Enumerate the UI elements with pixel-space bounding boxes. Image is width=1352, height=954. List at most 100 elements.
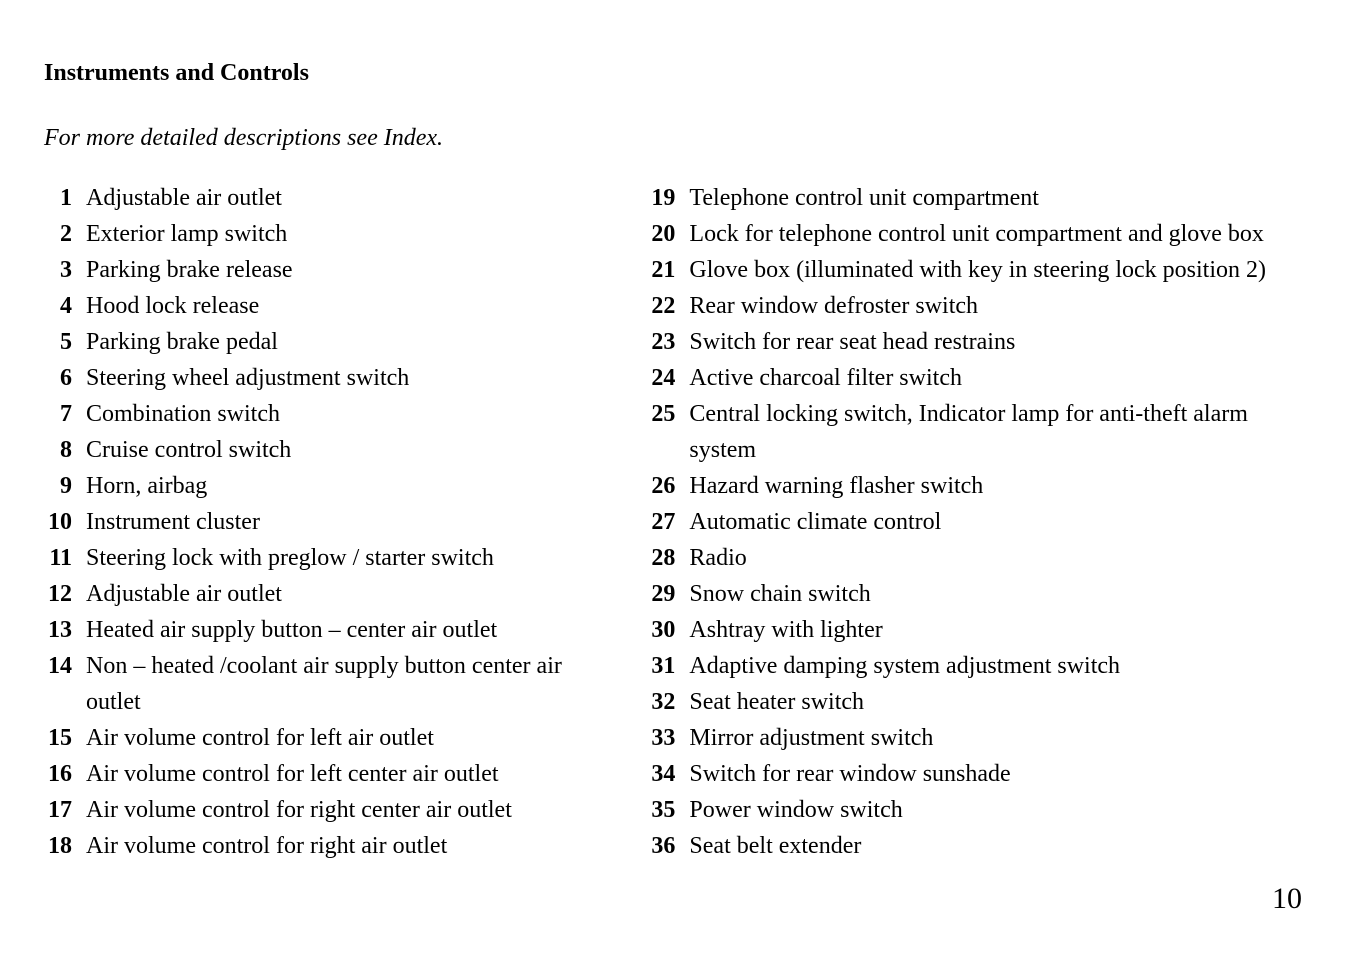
item-label: Switch for rear window sunshade <box>689 756 1010 792</box>
list-item: 19Telephone control unit compartment <box>647 180 1308 216</box>
right-column: 19Telephone control unit compartment20Lo… <box>647 180 1308 864</box>
list-item: 20Lock for telephone control unit compar… <box>647 216 1308 252</box>
item-number: 31 <box>647 648 689 684</box>
list-item: 28Radio <box>647 540 1308 576</box>
item-label: Air volume control for right air outlet <box>86 828 447 864</box>
item-label: Snow chain switch <box>689 576 870 612</box>
list-item: 3Parking brake release <box>44 252 607 288</box>
item-label: Seat heater switch <box>689 684 864 720</box>
item-number: 29 <box>647 576 689 612</box>
item-number: 8 <box>44 432 86 468</box>
item-number: 23 <box>647 324 689 360</box>
list-item: 11Steering lock with preglow / starter s… <box>44 540 607 576</box>
item-number: 16 <box>44 756 86 792</box>
item-label: Mirror adjustment switch <box>689 720 933 756</box>
list-item: 7Combination switch <box>44 396 607 432</box>
item-number: 7 <box>44 396 86 432</box>
left-column: 1Adjustable air outlet2Exterior lamp swi… <box>44 180 607 864</box>
item-label: Air volume control for left air outlet <box>86 720 434 756</box>
item-label: Steering wheel adjustment switch <box>86 360 409 396</box>
list-item: 4Hood lock release <box>44 288 607 324</box>
item-number: 36 <box>647 828 689 864</box>
item-label: Exterior lamp switch <box>86 216 287 252</box>
list-item: 23Switch for rear seat head restrains <box>647 324 1308 360</box>
item-label: Switch for rear seat head restrains <box>689 324 1015 360</box>
list-item: 5Parking brake pedal <box>44 324 607 360</box>
item-label: Horn, airbag <box>86 468 207 504</box>
item-number: 4 <box>44 288 86 324</box>
item-number: 21 <box>647 252 689 288</box>
item-label: Telephone control unit compartment <box>689 180 1039 216</box>
item-number: 14 <box>44 648 86 684</box>
page-number: 10 <box>1272 882 1302 916</box>
list-item: 6Steering wheel adjustment switch <box>44 360 607 396</box>
list-item: 32Seat heater switch <box>647 684 1308 720</box>
item-number: 12 <box>44 576 86 612</box>
item-number: 1 <box>44 180 86 216</box>
item-number: 18 <box>44 828 86 864</box>
list-item: 30Ashtray with lighter <box>647 612 1308 648</box>
item-label: Hazard warning flasher switch <box>689 468 983 504</box>
list-item: 36Seat belt extender <box>647 828 1308 864</box>
item-number: 6 <box>44 360 86 396</box>
item-label: Combination switch <box>86 396 280 432</box>
item-number: 19 <box>647 180 689 216</box>
item-label: Adjustable air outlet <box>86 576 282 612</box>
item-label: Steering lock with preglow / starter swi… <box>86 540 494 576</box>
item-label: Ashtray with lighter <box>689 612 882 648</box>
item-number: 27 <box>647 504 689 540</box>
item-label: Adjustable air outlet <box>86 180 282 216</box>
item-label: Cruise control switch <box>86 432 291 468</box>
item-number: 17 <box>44 792 86 828</box>
page-subtitle: For more detailed descriptions see Index… <box>44 125 1308 152</box>
list-item: 25Central locking switch, Indicator lamp… <box>647 396 1308 468</box>
item-number: 33 <box>647 720 689 756</box>
item-number: 35 <box>647 792 689 828</box>
item-label: Instrument cluster <box>86 504 260 540</box>
item-label: Adaptive damping system adjustment switc… <box>689 648 1120 684</box>
list-item: 1Adjustable air outlet <box>44 180 607 216</box>
item-label: Non – heated /coolant air supply button … <box>86 648 607 720</box>
item-label: Parking brake release <box>86 252 293 288</box>
list-item: 26Hazard warning flasher switch <box>647 468 1308 504</box>
list-item: 35Power window switch <box>647 792 1308 828</box>
item-label: Parking brake pedal <box>86 324 278 360</box>
item-number: 28 <box>647 540 689 576</box>
item-label: Power window switch <box>689 792 902 828</box>
list-item: 10Instrument cluster <box>44 504 607 540</box>
list-item: 22Rear window defroster switch <box>647 288 1308 324</box>
list-item: 27Automatic climate control <box>647 504 1308 540</box>
item-label: Seat belt extender <box>689 828 861 864</box>
list-item: 21Glove box (illuminated with key in ste… <box>647 252 1308 288</box>
list-item: 15Air volume control for left air outlet <box>44 720 607 756</box>
item-number: 20 <box>647 216 689 252</box>
item-label: Radio <box>689 540 746 576</box>
list-item: 13Heated air supply button – center air … <box>44 612 607 648</box>
item-label: Air volume control for left center air o… <box>86 756 499 792</box>
item-number: 13 <box>44 612 86 648</box>
item-number: 15 <box>44 720 86 756</box>
item-number: 32 <box>647 684 689 720</box>
item-number: 9 <box>44 468 86 504</box>
item-label: Heated air supply button – center air ou… <box>86 612 497 648</box>
columns-container: 1Adjustable air outlet2Exterior lamp swi… <box>44 180 1308 864</box>
list-item: 34Switch for rear window sunshade <box>647 756 1308 792</box>
item-number: 10 <box>44 504 86 540</box>
item-label: Hood lock release <box>86 288 259 324</box>
list-item: 8Cruise control switch <box>44 432 607 468</box>
item-number: 26 <box>647 468 689 504</box>
item-label: Active charcoal filter switch <box>689 360 962 396</box>
list-item: 29Snow chain switch <box>647 576 1308 612</box>
list-item: 31Adaptive damping system adjustment swi… <box>647 648 1308 684</box>
item-number: 2 <box>44 216 86 252</box>
item-label: Central locking switch, Indicator lamp f… <box>689 396 1308 468</box>
list-item: 16Air volume control for left center air… <box>44 756 607 792</box>
item-label: Glove box (illuminated with key in steer… <box>689 252 1266 288</box>
list-item: 18Air volume control for right air outle… <box>44 828 607 864</box>
item-number: 22 <box>647 288 689 324</box>
list-item: 14Non – heated /coolant air supply butto… <box>44 648 607 720</box>
list-item: 12Adjustable air outlet <box>44 576 607 612</box>
list-item: 2Exterior lamp switch <box>44 216 607 252</box>
item-label: Air volume control for right center air … <box>86 792 512 828</box>
item-number: 11 <box>44 540 86 576</box>
